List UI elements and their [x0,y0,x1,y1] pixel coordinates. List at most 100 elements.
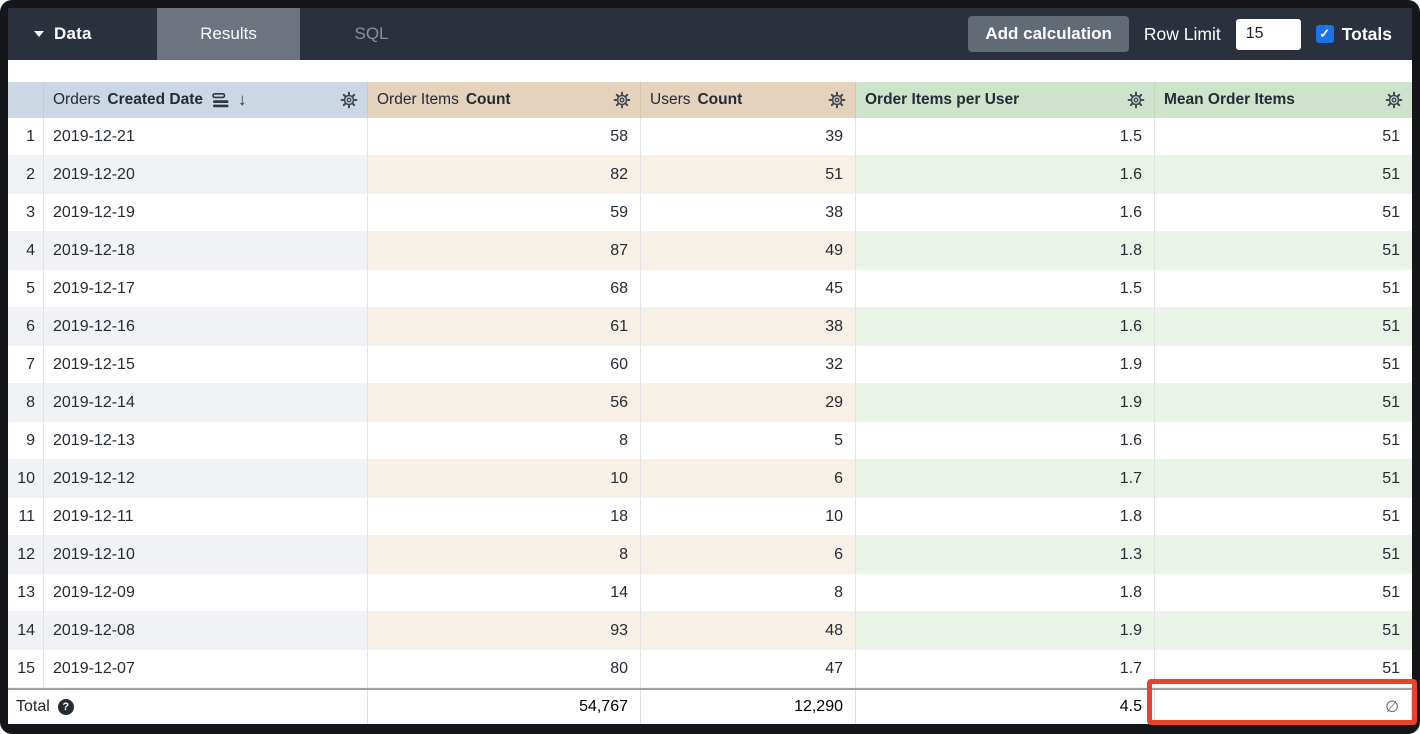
explorer-topbar: Data Results SQL Add calculation Row Lim… [8,8,1412,60]
order-items-per-user-cell[interactable]: 1.9 [856,612,1155,650]
users-count-cell[interactable]: 47 [641,650,856,688]
users-count-cell[interactable]: 45 [641,270,856,308]
users-count-cell[interactable]: 51 [641,156,856,194]
order-items-count-cell[interactable]: 60 [368,346,641,384]
orders-created-date-cell[interactable]: 2019-12-19 [44,194,368,232]
order-items-per-user-cell[interactable]: 1.9 [856,346,1155,384]
row-limit-input[interactable] [1235,18,1301,50]
order-items-per-user-cell[interactable]: 1.6 [856,308,1155,346]
row-number-cell: 4 [8,232,44,270]
mean-order-items-cell[interactable]: 51 [1155,270,1412,308]
users-count-cell[interactable]: 38 [641,308,856,346]
order-items-per-user-cell[interactable]: 1.6 [856,194,1155,232]
totals-checkbox-checked[interactable]: ✓ [1315,25,1334,43]
order-items-count-cell[interactable]: 8 [368,536,641,574]
orders-created-date-cell[interactable]: 2019-12-10 [44,536,368,574]
mean-order-items-cell[interactable]: 51 [1155,536,1412,574]
mean-order-items-cell[interactable]: 51 [1155,460,1412,498]
order-items-per-user-cell[interactable]: 1.8 [856,574,1155,612]
orders-created-date-cell[interactable]: 2019-12-12 [44,460,368,498]
orders-created-date-cell[interactable]: 2019-12-16 [44,308,368,346]
mean-order-items-cell[interactable]: 51 [1155,612,1412,650]
mean-order-items-cell[interactable]: 51 [1155,384,1412,422]
data-section-toggle[interactable]: Data [8,8,157,60]
add-calculation-button[interactable]: Add calculation [968,16,1129,52]
users-count-cell[interactable]: 49 [641,232,856,270]
mean-order-items-cell[interactable]: 51 [1155,194,1412,232]
orders-created-date-cell[interactable]: 2019-12-17 [44,270,368,308]
mean-order-items-cell[interactable]: 51 [1155,232,1412,270]
mean-order-items-cell[interactable]: 51 [1155,422,1412,460]
users-count-cell[interactable]: 5 [641,422,856,460]
orders-created-date-cell[interactable]: 2019-12-21 [44,118,368,156]
order-items-count-cell[interactable]: 61 [368,308,641,346]
users-count-cell[interactable]: 39 [641,118,856,156]
total-users-count[interactable]: 12,290 [641,690,856,724]
users-count-cell[interactable]: 6 [641,460,856,498]
order-items-count-cell[interactable]: 82 [368,156,641,194]
gear-icon[interactable] [1385,91,1403,109]
orders-created-date-cell[interactable]: 2019-12-20 [44,156,368,194]
gear-icon[interactable] [1127,91,1145,109]
gear-icon[interactable] [828,91,846,109]
order-items-count-cell[interactable]: 14 [368,574,641,612]
users-count-cell[interactable]: 8 [641,574,856,612]
order-items-count-cell[interactable]: 10 [368,460,641,498]
order-items-per-user-cell[interactable]: 1.3 [856,536,1155,574]
order-items-per-user-cell[interactable]: 1.5 [856,270,1155,308]
subtotal-icon [212,93,230,108]
sort-desc-arrow-icon: ↓ [238,90,247,109]
users-count-cell[interactable]: 29 [641,384,856,422]
mean-order-items-cell[interactable]: 51 [1155,118,1412,156]
order-items-count-cell[interactable]: 8 [368,422,641,460]
users-count-cell[interactable]: 10 [641,498,856,536]
users-count-cell[interactable]: 48 [641,612,856,650]
column-header-mean-order-items[interactable]: Mean Order Items [1155,82,1412,118]
tab-sql[interactable]: SQL [354,24,389,43]
tab-results[interactable]: Results [157,8,300,60]
order-items-per-user-cell[interactable]: 1.7 [856,460,1155,498]
mean-order-items-cell[interactable]: 51 [1155,650,1412,688]
orders-created-date-cell[interactable]: 2019-12-07 [44,650,368,688]
total-mean-order-items-null[interactable]: ∅ [1155,690,1412,724]
orders-created-date-cell[interactable]: 2019-12-09 [44,574,368,612]
order-items-per-user-cell[interactable]: 1.8 [856,232,1155,270]
order-items-count-cell[interactable]: 68 [368,270,641,308]
order-items-count-cell[interactable]: 18 [368,498,641,536]
order-items-per-user-cell[interactable]: 1.6 [856,422,1155,460]
orders-created-date-cell[interactable]: 2019-12-14 [44,384,368,422]
mean-order-items-cell[interactable]: 51 [1155,574,1412,612]
column-header-order-items-per-user[interactable]: Order Items per User [856,82,1155,118]
order-items-per-user-cell[interactable]: 1.7 [856,650,1155,688]
order-items-per-user-cell[interactable]: 1.9 [856,384,1155,422]
gear-icon[interactable] [340,91,358,109]
column-header-orders-created-date[interactable]: Orders Created Date ↓ [44,82,368,118]
total-order-items-count[interactable]: 54,767 [368,690,641,724]
mean-order-items-cell[interactable]: 51 [1155,156,1412,194]
order-items-count-cell[interactable]: 80 [368,650,641,688]
column-header-order-items-count[interactable]: Order Items Count [368,82,641,118]
order-items-per-user-cell[interactable]: 1.8 [856,498,1155,536]
total-order-items-per-user[interactable]: 4.5 [856,690,1155,724]
help-icon[interactable]: ? [57,699,74,715]
gear-icon[interactable] [613,91,631,109]
order-items-per-user-cell[interactable]: 1.5 [856,118,1155,156]
orders-created-date-cell[interactable]: 2019-12-18 [44,232,368,270]
orders-created-date-cell[interactable]: 2019-12-13 [44,422,368,460]
orders-created-date-cell[interactable]: 2019-12-11 [44,498,368,536]
orders-created-date-cell[interactable]: 2019-12-08 [44,612,368,650]
order-items-count-cell[interactable]: 59 [368,194,641,232]
users-count-cell[interactable]: 38 [641,194,856,232]
users-count-cell[interactable]: 32 [641,346,856,384]
order-items-count-cell[interactable]: 58 [368,118,641,156]
order-items-per-user-cell[interactable]: 1.6 [856,156,1155,194]
order-items-count-cell[interactable]: 87 [368,232,641,270]
order-items-count-cell[interactable]: 56 [368,384,641,422]
mean-order-items-cell[interactable]: 51 [1155,308,1412,346]
column-header-users-count[interactable]: Users Count [641,82,856,118]
order-items-count-cell[interactable]: 93 [368,612,641,650]
mean-order-items-cell[interactable]: 51 [1155,498,1412,536]
users-count-cell[interactable]: 6 [641,536,856,574]
orders-created-date-cell[interactable]: 2019-12-15 [44,346,368,384]
mean-order-items-cell[interactable]: 51 [1155,346,1412,384]
